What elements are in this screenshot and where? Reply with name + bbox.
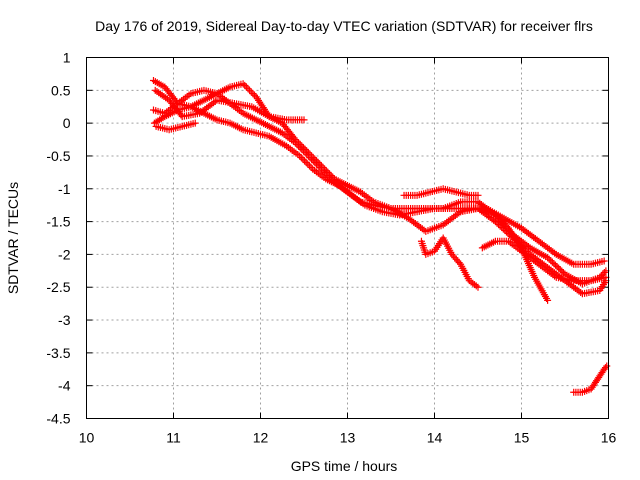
series-track-1 xyxy=(150,77,608,268)
data-point xyxy=(315,159,322,166)
data-point xyxy=(310,154,317,161)
data-point xyxy=(311,156,318,163)
y-tick-label: -4 xyxy=(58,378,71,394)
y-tick-label: -4.5 xyxy=(46,411,70,427)
data-point xyxy=(306,151,313,158)
data-point xyxy=(241,82,248,89)
data-point xyxy=(302,146,309,153)
data-point xyxy=(244,85,251,92)
y-tick-label: -3 xyxy=(58,312,71,328)
data-point xyxy=(300,144,307,151)
series-track-4 xyxy=(152,87,308,124)
data-points xyxy=(150,77,610,396)
data-point xyxy=(248,88,255,95)
x-tick-label: 16 xyxy=(601,430,617,446)
data-point xyxy=(318,162,325,169)
series-track-7 xyxy=(418,235,482,291)
x-tick-label: 11 xyxy=(166,430,181,446)
sdtvar-chart: Day 176 of 2019, Sidereal Day-to-day VTE… xyxy=(0,0,640,480)
data-point xyxy=(305,149,312,156)
data-point xyxy=(246,87,253,94)
y-axis-label: SDTVAR / TECUs xyxy=(5,182,21,294)
chart-title: Day 176 of 2019, Sidereal Day-to-day VTE… xyxy=(95,18,593,34)
data-point xyxy=(303,148,310,155)
series-track-10 xyxy=(570,362,610,395)
data-point xyxy=(301,157,308,164)
data-point xyxy=(295,139,302,146)
data-point xyxy=(321,166,328,173)
data-point xyxy=(306,162,313,169)
x-axis-label: GPS time / hours xyxy=(291,458,398,474)
data-point xyxy=(328,172,335,179)
y-tick-label: -2.5 xyxy=(46,279,70,295)
data-point xyxy=(308,152,315,159)
y-tick-label: -1.5 xyxy=(46,214,70,230)
data-point xyxy=(313,157,320,164)
y-tick-label: 1 xyxy=(63,50,71,66)
y-tick-label: -0.5 xyxy=(46,148,70,164)
data-point xyxy=(303,159,310,166)
data-point xyxy=(320,164,327,171)
y-tick-label: 0 xyxy=(63,115,71,131)
data-point xyxy=(299,156,306,163)
data-point xyxy=(324,169,331,176)
series-track-6 xyxy=(401,185,482,199)
data-point xyxy=(304,161,311,168)
y-tick-label: -2 xyxy=(58,246,71,262)
data-point xyxy=(297,141,304,148)
data-point xyxy=(298,143,305,150)
x-tick-label: 14 xyxy=(427,430,443,446)
y-tick-label: 0.5 xyxy=(51,82,71,98)
y-tick-label: -3.5 xyxy=(46,345,70,361)
x-tick-label: 15 xyxy=(514,430,530,446)
x-tick-label: 13 xyxy=(340,430,356,446)
x-tick-label: 12 xyxy=(253,430,269,446)
x-tick-label: 10 xyxy=(79,430,95,446)
data-point xyxy=(323,167,330,174)
y-tick-label: -1 xyxy=(58,181,71,197)
data-point xyxy=(316,161,323,168)
data-point xyxy=(249,90,256,97)
